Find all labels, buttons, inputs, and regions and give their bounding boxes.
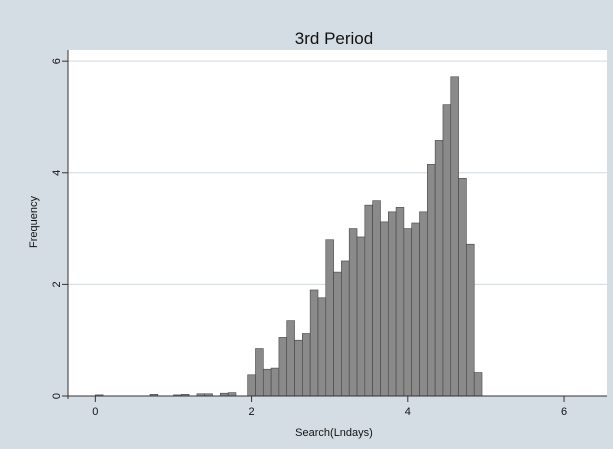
x-tick-label-2: 4 [405, 406, 411, 418]
x-tick-label-0: 0 [92, 406, 98, 418]
histogram-bar-26 [387, 211, 397, 397]
y-tick-label-0: 0 [51, 393, 63, 399]
histogram-bars [95, 76, 483, 397]
y-tick-label-1: 2 [51, 281, 63, 287]
histogram-bar-12 [278, 337, 288, 397]
histogram-bar-11 [270, 367, 280, 397]
histogram-bar-27 [395, 207, 405, 397]
histogram-bar-32 [434, 140, 444, 397]
histogram-bar-29 [411, 222, 420, 397]
histogram-bar-17 [317, 297, 327, 397]
histogram-bar-22 [356, 236, 366, 397]
histogram-bar-34 [450, 76, 459, 397]
histogram-bar-25 [380, 221, 389, 397]
histogram-bar-31 [427, 164, 436, 397]
histogram-bar-13 [286, 320, 295, 397]
histogram-bar-28 [403, 228, 413, 397]
histogram-bar-23 [364, 204, 373, 397]
y-tick-label-2: 4 [51, 170, 63, 176]
histogram-bar-20 [341, 260, 350, 397]
histogram-bar-14 [294, 339, 303, 397]
histogram-bar-15 [302, 333, 311, 397]
x-tick-label-1: 2 [249, 406, 255, 418]
y-axis-label: Frequency [28, 196, 40, 248]
histogram-bar-18 [325, 239, 334, 397]
histogram-bar-30 [419, 211, 428, 397]
histogram-bar-24 [372, 200, 381, 397]
histogram-bar-8 [247, 374, 256, 397]
x-axis-label: Search(Lndays) [295, 427, 373, 439]
histogram-bar-10 [262, 368, 272, 397]
histogram-bar-7 [227, 392, 237, 397]
histogram-bar-33 [442, 104, 452, 397]
histogram-bar-9 [255, 348, 264, 397]
histogram-bar-37 [473, 372, 483, 397]
x-tick-label-3: 6 [561, 406, 567, 418]
chart-title: 3rd Period [295, 29, 373, 48]
histogram-bar-16 [309, 289, 319, 397]
histogram-bar-19 [333, 271, 342, 397]
y-tick-label-3: 6 [51, 58, 63, 64]
histogram-bar-21 [348, 228, 358, 397]
axes: 0 2 4 6 0 2 4 6 [51, 50, 607, 418]
histogram-bar-35 [458, 178, 467, 397]
histogram-bar-36 [466, 243, 475, 397]
